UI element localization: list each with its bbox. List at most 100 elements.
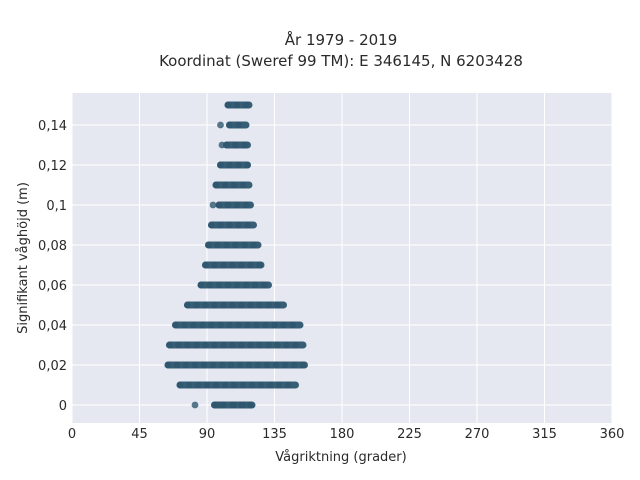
data-point: [182, 361, 190, 369]
data-point: [202, 341, 209, 349]
data-point: [239, 381, 247, 389]
data-point: [232, 141, 239, 149]
data-point: [233, 201, 241, 209]
data-point: [262, 321, 269, 329]
x-tick-label: 315: [532, 427, 557, 442]
data-point: [202, 301, 209, 309]
data-point: [218, 141, 226, 149]
data-point: [235, 121, 242, 129]
x-tick-label: 0: [68, 427, 76, 442]
data-point: [235, 221, 242, 229]
data-point: [211, 261, 218, 269]
y-tick-label: 0: [59, 399, 67, 414]
data-point: [226, 121, 233, 129]
data-point: [271, 321, 278, 329]
data-point: [242, 201, 250, 209]
data-point: [208, 321, 215, 329]
data-point: [251, 281, 259, 289]
grid: [71, 93, 613, 423]
data-point: [220, 261, 227, 269]
y-axis-ticks: 0 0,02 0,04 0,06 0,08 0,1 0,12 0,14: [38, 119, 67, 414]
data-point: [233, 101, 241, 109]
data-point: [229, 341, 236, 349]
y-tick-label: 0,08: [38, 239, 67, 254]
data-point: [211, 341, 218, 349]
x-tick-label: 180: [330, 427, 355, 442]
data-point: [217, 121, 224, 129]
data-point: [236, 361, 244, 369]
data-point: [238, 261, 245, 269]
data-point: [226, 321, 233, 329]
x-tick-label: 225: [397, 427, 422, 442]
data-point: [244, 321, 251, 329]
data-point: [265, 301, 272, 309]
data-point: [230, 181, 238, 189]
data-point: [200, 361, 208, 369]
data-points: [164, 101, 308, 409]
data-point: [241, 141, 248, 149]
data-point: [232, 241, 239, 249]
data-point: [208, 221, 215, 229]
data-point: [266, 381, 274, 389]
data-point: [199, 321, 206, 329]
x-tick-label: 45: [131, 427, 148, 442]
data-point: [214, 241, 221, 249]
data-point: [239, 181, 247, 189]
data-point: [176, 381, 184, 389]
data-point: [217, 161, 224, 169]
data-point: [241, 241, 248, 249]
data-point: [209, 361, 217, 369]
data-point: [226, 161, 233, 169]
data-point: [166, 341, 173, 349]
chart-title-line-1: År 1979 - 2019: [285, 30, 398, 49]
data-point: [221, 381, 229, 389]
data-point: [275, 381, 283, 389]
data-point: [247, 401, 254, 409]
y-tick-label: 0,06: [38, 279, 67, 294]
data-point: [220, 301, 227, 309]
data-point: [265, 341, 272, 349]
data-point: [247, 301, 254, 309]
chart-title-line-2: Koordinat (Sweref 99 TM): E 346145, N 62…: [159, 52, 523, 70]
y-tick-label: 0,02: [38, 359, 67, 374]
data-point: [256, 341, 263, 349]
data-point: [190, 321, 197, 329]
chart-title: År 1979 - 2019 Koordinat (Sweref 99 TM):…: [159, 30, 523, 70]
data-point: [164, 361, 172, 369]
data-point: [217, 221, 224, 229]
data-point: [283, 341, 290, 349]
data-point: [248, 381, 256, 389]
data-point: [203, 381, 211, 389]
data-point: [242, 101, 250, 109]
data-point: [175, 341, 182, 349]
data-point: [299, 361, 307, 369]
data-point: [191, 401, 199, 409]
data-point: [254, 361, 262, 369]
data-point: [185, 381, 193, 389]
data-point: [245, 361, 253, 369]
y-tick-label: 0,14: [38, 119, 67, 134]
data-point: [224, 101, 232, 109]
data-point: [230, 381, 238, 389]
data-point: [260, 281, 268, 289]
x-tick-label: 360: [600, 427, 625, 442]
data-point: [292, 341, 299, 349]
data-point: [235, 161, 242, 169]
data-point: [289, 321, 296, 329]
data-point: [272, 361, 280, 369]
data-point: [229, 301, 236, 309]
data-point: [215, 281, 223, 289]
x-axis-title: Vågriktning (grader): [275, 450, 406, 465]
data-point: [218, 401, 226, 409]
x-axis-ticks: 0 45 90 135 180 225 270 315 360: [68, 427, 625, 442]
data-point: [224, 201, 232, 209]
data-point: [202, 261, 209, 269]
data-point: [229, 261, 236, 269]
data-point: [257, 381, 265, 389]
data-point: [233, 281, 241, 289]
data-point: [212, 381, 220, 389]
data-point: [220, 341, 227, 349]
data-point: [226, 221, 233, 229]
data-point: [193, 341, 200, 349]
data-point: [274, 341, 281, 349]
